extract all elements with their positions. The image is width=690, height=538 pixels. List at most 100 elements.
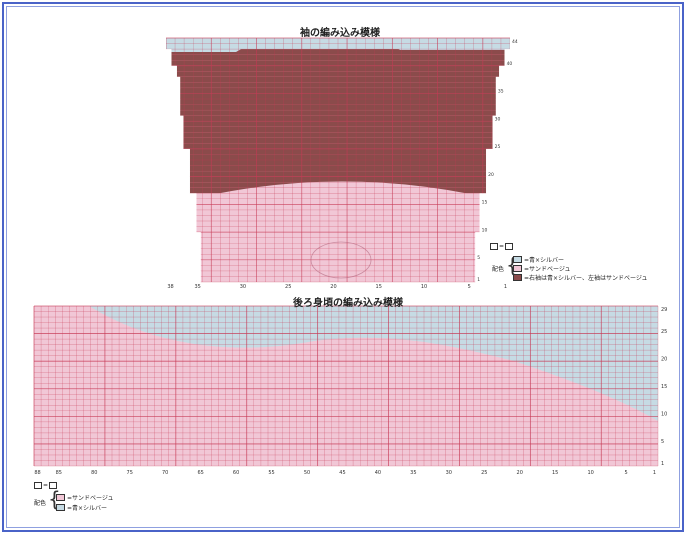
blue-swatch-icon — [56, 504, 65, 511]
sleeve-mask-right — [486, 171, 511, 178]
sleeve-mask-left — [165, 126, 184, 133]
sleeve-mask-right — [495, 82, 511, 89]
back-y-tick: 25 — [661, 329, 667, 335]
sleeve-mask-left — [165, 93, 181, 100]
sleeve-mask-right — [479, 209, 511, 216]
sleeve-mask-right — [495, 110, 511, 117]
empty-symbol-icon — [505, 243, 514, 250]
sleeve-y-tick: 30 — [495, 116, 501, 122]
back-legend-symbol: = — [34, 482, 58, 489]
sleeve-mask-right — [479, 215, 511, 222]
back-x-tick: 88 — [34, 470, 40, 476]
sleeve-mask-right — [504, 49, 511, 56]
back-legend-item-1: =青×シルバー — [56, 503, 107, 512]
back-chart-title: 後ろ身頃の編み込み模様 — [293, 298, 403, 309]
sleeve-mask-left — [165, 110, 181, 117]
sleeve-mask-left — [165, 82, 181, 89]
brown-swatch-icon — [513, 274, 522, 281]
back-blue-wave — [89, 306, 658, 421]
sleeve-mask-right — [495, 87, 511, 94]
back-x-tick: 65 — [197, 470, 203, 476]
back-y-tick: 1 — [661, 461, 664, 467]
empty-symbol-icon — [34, 482, 42, 489]
back-x-tick: 85 — [56, 470, 62, 476]
sleeve-mask-right — [475, 270, 511, 277]
sleeve-mask-left — [165, 254, 201, 261]
back-x-tick: 30 — [446, 470, 452, 476]
back-legend-item-0: =サンドベージュ — [56, 493, 114, 502]
sleeve-mask-left — [165, 121, 184, 128]
sleeve-y-tick: 10 — [482, 227, 488, 233]
back-legend-item-1-text: =青×シルバー — [67, 505, 108, 512]
sleeve-y-tick: 25 — [495, 144, 501, 150]
sleeve-y-tick: 35 — [498, 89, 504, 95]
back-x-tick: 40 — [375, 470, 381, 476]
empty-symbol-icon — [490, 243, 498, 250]
sleeve-mask-left — [165, 87, 181, 94]
sleeve-mask-right — [504, 60, 511, 67]
sleeve-mask-right — [499, 65, 511, 72]
back-y-tick: 15 — [661, 384, 667, 390]
sleeve-mask-left — [165, 148, 190, 155]
back-x-tick: 50 — [304, 470, 310, 476]
sleeve-x-tick: 15 — [376, 284, 382, 290]
sleeve-blue-top-left — [166, 38, 261, 52]
sleeve-legend-symbol: = — [490, 243, 514, 250]
sleeve-mask-right — [479, 198, 511, 205]
sleeve-mask-left — [165, 54, 172, 61]
sleeve-mask-left — [165, 232, 201, 239]
sleeve-mask-left — [165, 193, 197, 200]
sleeve-mask-right — [475, 248, 511, 255]
page-frame — [2, 2, 684, 532]
sleeve-mask-left — [165, 43, 166, 50]
back-legend-haiyoku-label: 配色 — [34, 500, 47, 507]
sleeve-mask-left — [165, 165, 190, 172]
sleeve-mask-left — [165, 221, 197, 228]
sleeve-blue-top-right — [380, 38, 510, 50]
sleeve-mask-right — [486, 182, 511, 189]
sleeve-x-tick: 35 — [194, 284, 200, 290]
sleeve-mask-right — [495, 93, 511, 100]
sleeve-mask-left — [165, 176, 190, 183]
sleeve-mask-right — [486, 148, 511, 155]
sleeve-mask-right — [495, 99, 511, 106]
sleeve-mask-left — [165, 226, 197, 233]
back-x-tick: 60 — [233, 470, 239, 476]
sleeve-mask-right — [486, 187, 511, 194]
sleeve-legend-item-0: =青×シルバー — [513, 255, 564, 264]
sleeve-mask-right — [475, 276, 511, 283]
sleeve-mask-right — [475, 232, 511, 239]
sleeve-mask-left — [165, 204, 197, 211]
sleeve-y-tick: 5 — [477, 255, 480, 261]
sleeve-mask-left — [165, 76, 181, 83]
sleeve-mask-right — [475, 237, 511, 244]
sleeve-mask-left — [165, 237, 201, 244]
sleeve-mask-left — [165, 143, 184, 150]
sleeve-y-tick: 15 — [482, 200, 488, 206]
sleeve-mask-left — [165, 265, 201, 272]
sleeve-x-tick: 25 — [285, 284, 291, 290]
sleeve-mask-left — [165, 160, 190, 167]
sleeve-legend-haiyoku-label: 配色 — [492, 266, 505, 273]
sleeve-x-tick: 5 — [468, 284, 471, 290]
back-x-tick: 25 — [481, 470, 487, 476]
sleeve-x-tick: 10 — [421, 284, 427, 290]
sleeve-x-tick: 20 — [330, 284, 336, 290]
sleeve-mask-right — [495, 76, 511, 83]
back-y-tick: 5 — [661, 439, 664, 445]
sleeve-x-tick: 1 — [504, 284, 507, 290]
sleeve-mask-right — [492, 132, 511, 139]
sleeve-mask-left — [165, 38, 166, 45]
sleeve-mask-right — [479, 204, 511, 211]
sleeve-mask-right — [510, 43, 511, 50]
back-x-tick: 80 — [91, 470, 97, 476]
empty-symbol-icon — [49, 482, 58, 489]
sleeve-mask-right — [492, 126, 511, 133]
sleeve-mask-left — [165, 137, 184, 144]
sleeve-legend-item-2-text: =右袖は青×シルバー、左袖はサンドベージュ — [524, 275, 648, 282]
sleeve-mask-left — [165, 209, 197, 216]
sleeve-mask-left — [165, 276, 201, 283]
sleeve-mask-right — [504, 54, 511, 61]
sleeve-legend-haiyoku: 配色 — [492, 264, 504, 273]
